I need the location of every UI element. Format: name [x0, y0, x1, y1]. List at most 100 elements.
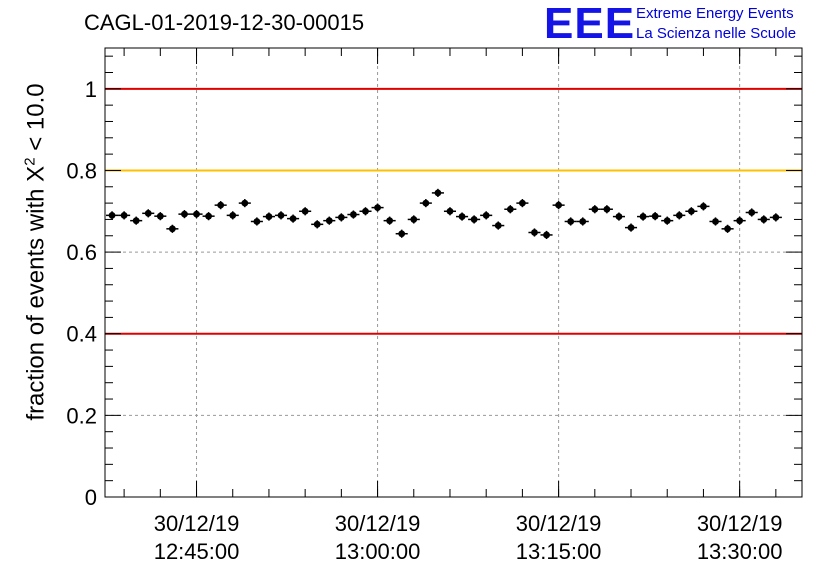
data-marker — [579, 218, 587, 225]
data-marker — [193, 210, 200, 218]
data-point — [709, 217, 722, 226]
data-marker — [663, 217, 671, 225]
data-point — [383, 216, 396, 225]
x-tick-time-label: 13:00:00 — [335, 539, 421, 564]
data-point — [769, 213, 782, 222]
data-marker — [265, 213, 273, 220]
data-marker — [627, 224, 635, 232]
eee-logo-mark: EEE — [544, 0, 636, 48]
data-point — [637, 212, 650, 221]
data-point — [673, 211, 686, 220]
data-marker — [458, 213, 466, 220]
data-point — [721, 224, 734, 233]
data-point — [142, 209, 155, 218]
data-marker — [410, 216, 418, 223]
data-marker — [748, 209, 756, 216]
data-marker — [494, 222, 502, 229]
data-point — [685, 207, 698, 216]
y-tick-label: 0.6 — [66, 240, 97, 265]
data-point — [311, 220, 324, 229]
data-point — [335, 213, 348, 222]
data-marker — [156, 212, 164, 220]
data-point — [431, 188, 444, 197]
data-marker — [772, 213, 780, 221]
data-marker — [181, 210, 188, 218]
data-point — [661, 216, 674, 225]
data-point — [443, 207, 457, 216]
y-tick-label: 0.4 — [66, 322, 97, 347]
data-marker — [253, 218, 261, 225]
data-marker — [555, 201, 563, 209]
data-point — [299, 207, 312, 216]
eee-logo: EEE Extreme Energy Events La Scienza nel… — [544, 2, 834, 48]
x-tick-time-label: 13:30:00 — [697, 539, 783, 564]
data-marker — [531, 229, 538, 236]
data-marker — [615, 213, 623, 220]
data-marker — [277, 211, 285, 219]
data-marker — [700, 202, 707, 210]
data-point — [576, 217, 589, 226]
data-marker — [446, 207, 454, 215]
data-point — [697, 202, 710, 211]
data-marker — [301, 207, 309, 215]
data-marker — [362, 207, 369, 215]
data-marker — [289, 215, 297, 223]
data-marker — [337, 213, 345, 221]
data-point — [407, 215, 420, 224]
data-marker — [434, 189, 442, 197]
data-marker — [120, 211, 128, 219]
data-marker — [675, 211, 683, 219]
data-marker — [229, 211, 237, 219]
data-point — [480, 211, 493, 220]
data-marker — [724, 225, 731, 233]
data-point — [419, 199, 432, 208]
data-marker — [482, 211, 490, 219]
data-marker — [398, 230, 406, 238]
data-point — [226, 211, 239, 220]
data-marker — [712, 218, 719, 225]
data-marker — [506, 205, 514, 213]
logo-line-2: La Scienza nelle Scuole — [636, 25, 797, 42]
data-marker — [543, 231, 550, 239]
data-point — [371, 203, 384, 212]
data-point — [600, 205, 613, 214]
data-marker — [470, 216, 478, 223]
data-point — [250, 217, 263, 226]
data-marker — [736, 217, 744, 225]
data-point — [540, 230, 553, 240]
data-point — [456, 212, 469, 221]
y-tick-label: 0.8 — [66, 158, 97, 183]
data-marker — [518, 199, 526, 207]
data-point — [323, 216, 336, 225]
data-points — [106, 188, 782, 240]
data-point — [624, 223, 638, 232]
data-point — [588, 205, 601, 214]
data-point — [238, 199, 251, 208]
data-marker — [591, 205, 599, 213]
data-point — [202, 212, 215, 221]
data-marker — [687, 207, 695, 215]
data-point — [118, 211, 131, 220]
data-point — [649, 212, 662, 221]
data-point — [504, 205, 517, 214]
data-point — [106, 211, 119, 220]
data-marker — [386, 217, 394, 225]
data-marker — [651, 212, 659, 220]
data-point — [214, 201, 227, 210]
grid-lines — [105, 48, 802, 497]
data-point — [564, 217, 577, 226]
data-point — [287, 214, 300, 223]
data-marker — [241, 199, 249, 207]
data-point — [612, 212, 625, 221]
data-marker — [217, 201, 225, 209]
plot-frame — [104, 47, 803, 498]
data-marker — [132, 217, 140, 225]
x-tick-time-label: 12:45:00 — [154, 539, 240, 564]
data-point — [516, 199, 529, 208]
data-marker — [639, 213, 647, 220]
y-tick-label: 0.2 — [66, 403, 97, 428]
x-tick-date-label: 30/12/19 — [154, 511, 240, 536]
data-marker — [350, 211, 357, 218]
x-tick-time-label: 13:15:00 — [516, 539, 602, 564]
